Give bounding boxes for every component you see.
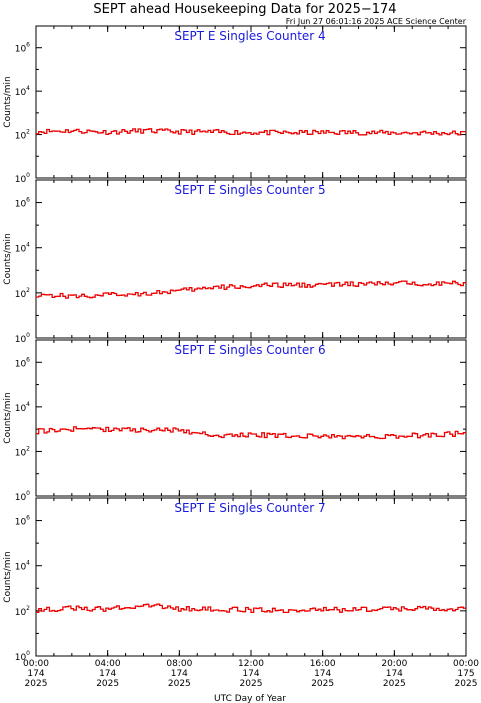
x-tick-year: 2025 [240, 679, 263, 689]
series-line [36, 426, 466, 440]
panel-4: 100 102 104 106 Counts/min SEPT E Singles Cou… [3, 497, 467, 663]
y-tick-label: 104 [15, 85, 30, 98]
panel-2: 100 102 104 106 Counts/min SEPT E Singles Cou… [3, 179, 467, 345]
x-tick-year: 2025 [383, 679, 406, 689]
y-tick-label: 106 [15, 42, 30, 55]
y-tick-label: 106 [15, 356, 30, 369]
y-tick-label: 102 [15, 287, 30, 300]
y-tick-label: 104 [15, 401, 30, 414]
panel-title: SEPT E Singles Counter 4 [174, 29, 325, 43]
x-tick-doy: 174 [27, 669, 44, 679]
panels: 100 102 104 106 Counts/min SEPT E Singles Cou… [3, 25, 467, 663]
x-tick-year: 2025 [455, 679, 478, 689]
panel-frame [35, 497, 467, 657]
y-tick-label: 104 [15, 242, 30, 255]
y-tick-label: 102 [15, 445, 30, 458]
panel-title: SEPT E Singles Counter 7 [174, 501, 325, 515]
panel-frame [35, 25, 467, 179]
x-tick-time: 00:00 [23, 659, 49, 669]
timestamp: Fri Jun 27 06:01:16 2025 ACE Science Cen… [286, 17, 467, 26]
y-tick-label: 102 [15, 129, 30, 142]
y-tick-label: 100 [15, 650, 30, 663]
y-tick-label: 102 [15, 605, 30, 618]
x-tick-time: 16:00 [310, 659, 336, 669]
x-tick-time: 12:00 [238, 659, 264, 669]
panel-title: SEPT E Singles Counter 6 [174, 343, 325, 357]
y-tick-label: 100 [15, 332, 30, 345]
panel-frame [35, 339, 467, 497]
y-axis-label: Counts/min [3, 392, 13, 443]
series-line [36, 603, 466, 614]
y-tick-label: 106 [15, 515, 30, 528]
y-axis-label: Counts/min [3, 551, 13, 602]
chart-title: SEPT ahead Housekeeping Data for 2025−17… [93, 2, 396, 17]
y-axis-label: Counts/min [3, 233, 13, 284]
panel-frame [35, 179, 467, 339]
y-tick-label: 104 [15, 560, 30, 573]
y-tick-label: 100 [15, 172, 30, 185]
series-line [36, 128, 466, 136]
x-tick-year: 2025 [96, 679, 119, 689]
x-axis-label: UTC Day of Year [214, 694, 286, 703]
panel-1: 100 102 104 106 Counts/min SEPT E Singles Cou… [3, 25, 467, 185]
panel-3: 100 102 104 106 Counts/min SEPT E Singles Cou… [3, 339, 467, 503]
x-tick-year: 2025 [25, 679, 48, 689]
x-tick-time: 04:00 [95, 659, 121, 669]
x-axis-labels: 00:00174202504:00174202508:00174202512:0… [23, 659, 479, 689]
series-line [36, 280, 466, 299]
y-tick-label: 106 [15, 197, 30, 210]
x-tick-year: 2025 [168, 679, 191, 689]
x-tick-doy: 174 [242, 669, 259, 679]
y-tick-label: 100 [15, 490, 30, 503]
x-tick-year: 2025 [311, 679, 334, 689]
x-tick-time: 08:00 [166, 659, 192, 669]
x-tick-doy: 174 [314, 669, 331, 679]
x-tick-time: 20:00 [381, 659, 407, 669]
x-tick-doy: 175 [457, 669, 474, 679]
panel-title: SEPT E Singles Counter 5 [174, 183, 325, 197]
y-axis-label: Counts/min [3, 76, 13, 127]
x-tick-time: 00:00 [453, 659, 479, 669]
x-tick-doy: 174 [99, 669, 116, 679]
x-tick-doy: 174 [171, 669, 188, 679]
x-tick-doy: 174 [386, 669, 403, 679]
